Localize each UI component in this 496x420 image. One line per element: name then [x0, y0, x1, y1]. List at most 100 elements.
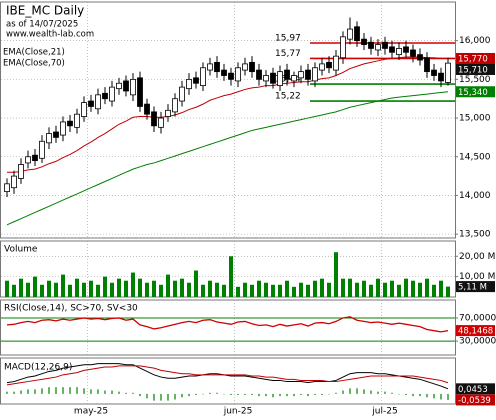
histogram-bar [195, 393, 197, 396]
candle-body [375, 44, 381, 51]
candle-body [221, 69, 227, 76]
ema-line [6, 91, 449, 226]
legend-entry: EMA(Close,70) [3, 59, 65, 69]
volume-bar [271, 284, 275, 297]
volume-bar [201, 284, 205, 297]
histogram-bar [356, 388, 358, 394]
histogram-bar [216, 392, 218, 394]
chart-title: IBE_MC Daily [6, 4, 84, 18]
badge-label: 0,0453 [458, 385, 488, 395]
histogram-bar [13, 391, 15, 394]
volume-bar [82, 282, 86, 297]
candle-body [235, 67, 241, 82]
y-tick-label: 13,500 [459, 230, 491, 240]
candle-body [312, 67, 318, 82]
histogram-bar [139, 393, 141, 397]
candle-body [165, 109, 171, 117]
histogram-bar [384, 391, 386, 394]
volume-bar [327, 282, 331, 297]
value-badge: 15,770 [456, 52, 495, 64]
candle-body [4, 183, 10, 192]
volume-bar [215, 282, 219, 297]
y-tick-label: 10,00 M [459, 272, 495, 282]
histogram-bar [118, 391, 120, 394]
volume-bar [411, 280, 415, 297]
x-tick-label: may-25 [74, 407, 108, 417]
histogram-bar [412, 393, 414, 397]
volume-bar [124, 280, 128, 297]
histogram-bar [398, 393, 400, 395]
volume-bar [404, 278, 408, 297]
panel-title: RSI(Close,14), SC>70, SV<30 [4, 304, 138, 314]
volume-bar [425, 278, 429, 297]
candle-body [347, 28, 353, 40]
candle-body [403, 46, 409, 53]
candle-body [361, 38, 367, 45]
badge-box [456, 63, 495, 75]
candle-body [158, 117, 164, 128]
volume-bar [264, 282, 268, 297]
candle-body [270, 72, 276, 84]
candle-body [25, 156, 31, 164]
histogram-bar [447, 393, 449, 400]
volume-bar [75, 278, 79, 297]
candle-body [389, 46, 395, 53]
candle-body [438, 72, 444, 82]
histogram-bar [258, 393, 260, 397]
candle-body [186, 78, 192, 90]
candle-body [214, 61, 220, 73]
volume-bar [5, 280, 9, 297]
candle-body [109, 86, 115, 102]
histogram-bar [132, 392, 134, 394]
badge-box [456, 52, 495, 64]
histogram-bar [223, 393, 225, 395]
volume-bar [187, 282, 191, 297]
y-tick-label: 14,000 [459, 191, 491, 201]
candle-body [151, 111, 157, 127]
rsi-line [6, 316, 449, 333]
candle-body [172, 98, 178, 113]
histogram-bar [104, 390, 106, 394]
volume-bar [376, 278, 380, 297]
candle-body [410, 49, 416, 57]
histogram-bar [419, 393, 421, 397]
y-tick-label: 30,0000 [459, 337, 496, 347]
histogram-bar [426, 393, 428, 398]
panel-title: Volume [4, 245, 38, 255]
histogram-bar [363, 389, 365, 394]
volume-bar [47, 280, 51, 297]
candle-body [263, 75, 269, 82]
volume-bar [418, 282, 422, 297]
volume-bar [26, 282, 30, 297]
histogram-bar [279, 393, 281, 397]
value-badge: 15,340 [456, 86, 495, 98]
value-badge: 15,710 [456, 63, 495, 75]
histogram-bar [111, 390, 113, 394]
volume-bar [138, 278, 142, 297]
histogram-bar [34, 389, 36, 394]
badge-box [456, 383, 495, 395]
histogram-bar [97, 389, 99, 394]
volume-bar [348, 278, 352, 297]
volume-bar [152, 280, 156, 297]
value-badge: 5,11 M [456, 281, 495, 293]
candle-body [298, 71, 304, 79]
candle-body [95, 94, 101, 110]
volume-bar [369, 284, 373, 297]
candle-body [193, 77, 199, 84]
candle-body [60, 121, 66, 136]
volume-bar [236, 286, 240, 297]
volume-bar [173, 280, 177, 297]
y-tick-label: 15,500 [459, 75, 491, 85]
volume-bar [341, 278, 345, 297]
candle-body [424, 57, 430, 73]
histogram-bar [90, 389, 92, 394]
candle-body [256, 69, 262, 80]
histogram-bar [391, 392, 393, 394]
histogram-bar [370, 390, 372, 394]
histogram-bar [377, 391, 379, 394]
chart-subtitle: as of 14/07/2025 [6, 20, 78, 30]
volume-bar [446, 286, 450, 297]
badge-label: 15,710 [458, 65, 488, 75]
